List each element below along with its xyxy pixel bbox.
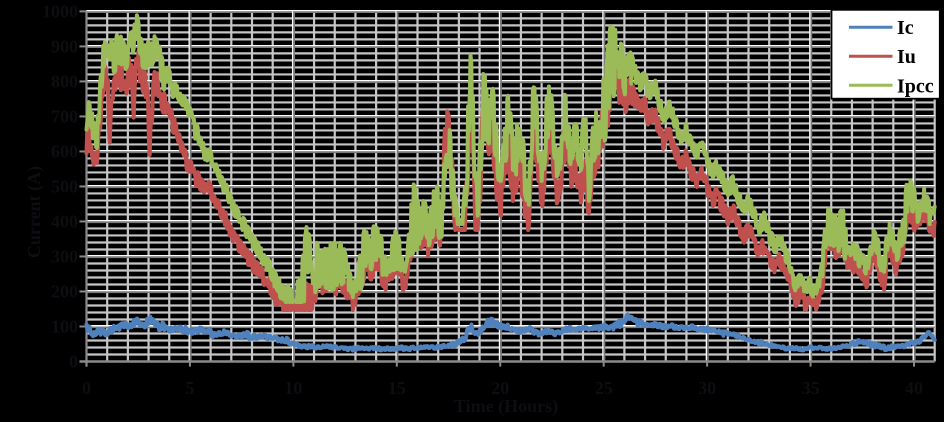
svg-text:500: 500 [51,177,78,197]
svg-text:0: 0 [82,378,91,398]
svg-text:700: 700 [51,106,78,126]
svg-text:100: 100 [51,317,78,337]
svg-text:5: 5 [185,378,194,398]
svg-text:Iu: Iu [897,46,916,68]
svg-text:25: 25 [595,378,613,398]
svg-text:Ipcc: Ipcc [897,75,934,97]
svg-text:400: 400 [51,212,78,232]
svg-text:15: 15 [388,378,406,398]
svg-text:40: 40 [905,378,923,398]
svg-text:600: 600 [51,141,78,161]
svg-text:35: 35 [802,378,820,398]
svg-text:Time (Hours): Time (Hours) [454,396,558,417]
svg-text:0: 0 [69,352,78,372]
svg-text:900: 900 [51,36,78,56]
svg-text:800: 800 [51,71,78,91]
svg-text:30: 30 [698,378,716,398]
svg-text:10: 10 [284,378,302,398]
svg-text:300: 300 [51,247,78,267]
svg-text:200: 200 [51,282,78,302]
svg-text:Current (A): Current (A) [24,166,45,258]
svg-text:20: 20 [491,378,509,398]
svg-text:Ic: Ic [897,17,914,39]
svg-text:1000: 1000 [42,1,78,21]
